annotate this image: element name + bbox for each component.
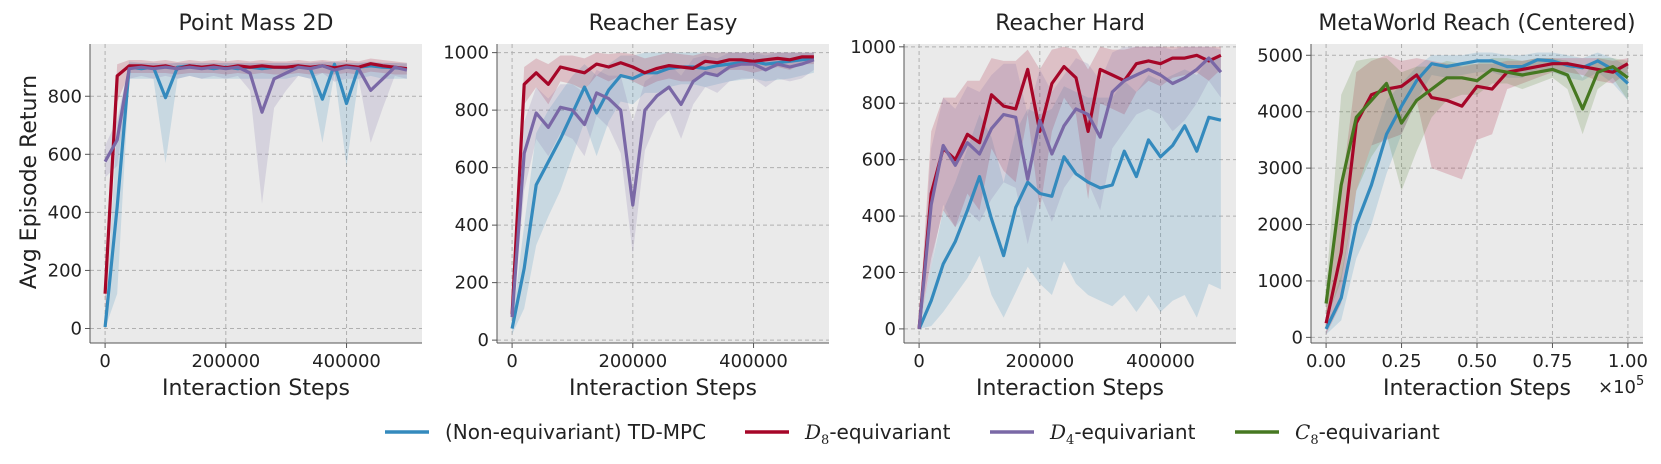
x-tick-label: 0: [506, 351, 517, 372]
chart-panel-4: 0.00 0.25 0.50 0.75 1.00 0 1000 2000 3000 4000 500…: [1257, 11, 1648, 401]
plot-series-group: [917, 46, 1223, 330]
y-tick-label: 800: [48, 86, 82, 107]
y-tick-label: 2000: [1257, 215, 1303, 236]
series-line-1: [510, 56, 815, 329]
plot-series-group: [1324, 52, 1629, 335]
y-tick-label: 400: [862, 206, 896, 227]
series-line-3: [1324, 64, 1629, 304]
plot-area: [497, 44, 829, 343]
plot-area: [904, 44, 1236, 343]
confidence-band-1: [512, 52, 814, 335]
x-tick-label: 0.25: [1382, 351, 1422, 372]
legend-item-2: D8-equivariant: [745, 420, 951, 448]
y-tick-label: 0: [1292, 327, 1303, 348]
y-tick-label: 3000: [1257, 158, 1303, 179]
y-tick-label: 1000: [850, 37, 896, 58]
y-tick-label: 600: [862, 150, 896, 171]
y-tick-label: 4000: [1257, 102, 1303, 123]
y-tick-label: 0: [71, 318, 82, 339]
confidence-band-3: [919, 46, 1221, 329]
series-line-3: [510, 58, 815, 318]
x-axis-multiplier: ×105: [1598, 374, 1644, 398]
y-tick-label: 200: [862, 262, 896, 283]
series-line-2: [917, 53, 1222, 330]
confidence-band-3: [105, 61, 407, 204]
x-axis-label: Interaction Steps: [1383, 376, 1571, 401]
confidence-band-1: [919, 58, 1221, 329]
y-tick-label: 600: [455, 158, 489, 179]
x-axis-label: Interaction Steps: [569, 376, 757, 401]
plot-series-group: [103, 58, 408, 329]
y-tick-label: 200: [48, 260, 82, 281]
x-tick-label: 0.75: [1532, 351, 1572, 372]
x-tick-label: 0.50: [1457, 351, 1497, 372]
chart-title: MetaWorld Reach (Centered): [1318, 11, 1635, 36]
series-line-2: [510, 55, 814, 315]
y-tick-label: 800: [455, 100, 489, 121]
plot-series-group: [510, 52, 815, 335]
x-tick-label: 1.00: [1608, 351, 1648, 372]
legend: (Non-equivariant) TD-MPC D8-equivariant D4…: [385, 420, 1440, 448]
y-tick-label: 400: [48, 202, 82, 223]
y-tick-label: 0: [478, 330, 489, 351]
series-line-3: [917, 56, 1223, 330]
legend-label: (Non-equivariant) TD-MPC: [445, 420, 706, 444]
y-tick-label: 1000: [443, 43, 489, 64]
y-tick-label: 1000: [1257, 271, 1303, 292]
y-tick-label: 400: [455, 215, 489, 236]
chart-panel-1: 0 200000 400000 0 200 400 600 800 Point Mass 2D I…: [48, 11, 422, 401]
chart-panel-2: 0 200000 400000 0 200 400 600 800 1000 Reacher Ea…: [443, 11, 829, 401]
y-tick-label: 200: [455, 273, 489, 294]
x-tick-label: 200000: [1005, 351, 1074, 372]
x-tick-label: 400000: [1126, 351, 1195, 372]
x-tick-label: 0.00: [1306, 351, 1346, 372]
y-tick-label: 600: [48, 144, 82, 165]
chart-title: Reacher Hard: [995, 11, 1145, 36]
legend-label: D8-equivariant: [804, 420, 951, 448]
legend-label: D4-equivariant: [1049, 420, 1196, 448]
x-tick-label: 200000: [191, 351, 260, 372]
x-tick-label: 400000: [719, 351, 788, 372]
y-tick-label: 800: [862, 93, 896, 114]
x-tick-label: 200000: [598, 351, 667, 372]
series-line-1: [917, 115, 1222, 330]
chart-panel-3: 0 200000 400000 0 200 400 600 800 1000 Reacher Ha…: [850, 11, 1236, 401]
legend-item-3: D4-equivariant: [990, 420, 1196, 448]
confidence-band-2: [1326, 55, 1628, 335]
shared-ylabel: Avg Episode Return: [17, 75, 42, 289]
y-tick-label: 5000: [1257, 45, 1303, 66]
y-tick-label: 0: [885, 319, 896, 340]
x-tick-label: 0: [913, 351, 924, 372]
chart-title: Point Mass 2D: [179, 11, 334, 36]
chart-title: Reacher Easy: [589, 11, 738, 36]
x-tick-label: 0: [99, 351, 110, 372]
x-axis-label: Interaction Steps: [976, 376, 1164, 401]
legend-item-4: C8-equivariant: [1235, 420, 1440, 448]
series-line-3: [103, 64, 408, 163]
x-axis-label: Interaction Steps: [162, 376, 350, 401]
x-tick-label: 400000: [312, 351, 381, 372]
legend-item-1: (Non-equivariant) TD-MPC: [385, 420, 706, 444]
legend-label: C8-equivariant: [1295, 420, 1440, 448]
confidence-band-2: [919, 46, 1221, 329]
